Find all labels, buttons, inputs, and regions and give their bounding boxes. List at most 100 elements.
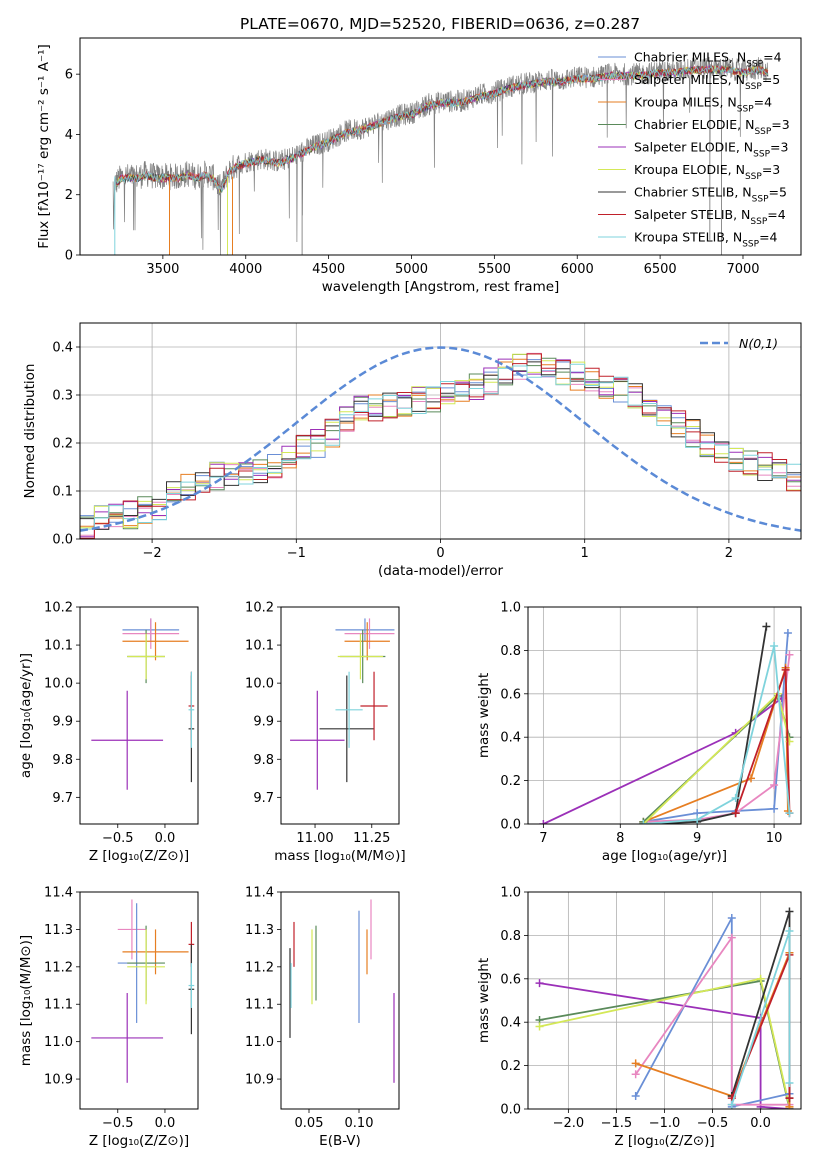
y-tick-label: 9.8 (253, 753, 274, 768)
weight-line (643, 626, 768, 824)
normal-distribution-curve (80, 346, 801, 532)
weight-marker (727, 933, 736, 942)
x-tick-label: 0.0 (750, 1116, 771, 1131)
weight-line (643, 654, 791, 823)
legend-value: =4 (763, 50, 781, 65)
x-tick-label: −1.0 (649, 1116, 681, 1131)
weight-marker (770, 804, 779, 813)
x-tick-label: −2 (143, 546, 162, 561)
x-tick-label: 5000 (395, 262, 428, 277)
y-tick-label: 11.2 (245, 960, 274, 975)
y-axis-label: mass weight (476, 673, 492, 758)
x-tick-label: 4000 (229, 262, 262, 277)
weight-marker (785, 809, 794, 818)
errorbar-area (289, 899, 395, 1083)
y-axis-label: Flux [fλ10⁻¹⁷ erg cm⁻² s⁻¹ A⁻¹] (36, 44, 52, 249)
y-tick-label: 0.8 (500, 929, 521, 944)
weight-marker (770, 780, 779, 789)
histogram-step (80, 353, 801, 529)
weight-marker (535, 1022, 544, 1031)
weight-marker (631, 1059, 640, 1068)
model-fit-line (116, 65, 769, 192)
y-tick-label: 0 (65, 249, 73, 264)
x-axis-label: Z [log₁₀(Z/Z⊙)] (89, 848, 189, 864)
weight-lines-area (539, 622, 794, 824)
y-tick-label: 0.4 (52, 341, 73, 356)
legend-entry: Kroupa STELIB, NSSP=4 (634, 230, 778, 250)
x-tick-label: 0.05 (295, 1116, 324, 1131)
legend-entry: Kroupa MILES, NSSP=4 (634, 95, 772, 115)
x-tick-label: 0.0 (155, 1116, 176, 1131)
weight-line (642, 692, 791, 824)
x-tick-label: 0.0 (155, 831, 176, 846)
weight-lines-area (535, 907, 794, 1109)
weight-marker (631, 1070, 640, 1079)
x-axis-label: (data-model)/error (378, 563, 504, 579)
legend-subscript: SSP (753, 150, 770, 160)
y-tick-label: 9.7 (253, 791, 274, 806)
y-tick-label: 10.9 (245, 1073, 274, 1088)
legend-value: =4 (759, 230, 777, 245)
x-tick-label: −2.0 (553, 1116, 585, 1131)
x-tick-label: 10 (766, 831, 783, 846)
y-tick-label: 0.3 (52, 389, 73, 404)
y-tick-label: 11.0 (44, 1035, 73, 1050)
y-tick-label: 0.4 (500, 1016, 521, 1031)
weight-marker (631, 1091, 640, 1100)
y-tick-label: 10.1 (245, 639, 274, 654)
weight-metallicity-panel: −2.0 −1.5 −1.0 −0.5 0.0 0.0 0.2 0.4 0.6 0.8 1.0 Z [… (476, 886, 802, 1149)
y-tick-label: 0.6 (500, 972, 521, 987)
axes-frame (79, 891, 199, 1110)
y-tick-label: 0.4 (500, 731, 521, 746)
legend-value: =3 (770, 140, 788, 155)
axes-frame (79, 606, 199, 825)
x-axis-label: age [log₁₀(age/yr)] (602, 848, 727, 864)
legend-entry: N(0,1) (739, 336, 778, 351)
x-tick-label: 11.25 (353, 831, 390, 846)
weight-marker (539, 820, 548, 824)
y-tick-label: 10.1 (44, 639, 73, 654)
legend-entry: Salpeter ELODIE, NSSP=3 (634, 140, 788, 160)
y-tick-label: 10.2 (245, 601, 274, 616)
y-tick-label: 11.4 (245, 886, 274, 901)
histogram-step (80, 352, 801, 536)
y-tick-label: 10.2 (44, 601, 73, 616)
panels: 3500 4000 4500 5000 5500 6000 6500 7000 0 2 4 6 wave… (18, 37, 802, 1149)
y-tick-label: 0.2 (52, 437, 73, 452)
x-tick-label: 6500 (644, 262, 677, 277)
spectrum-panel: 3500 4000 4500 5000 5500 6000 6500 7000 0 2 4 6 wave… (36, 37, 802, 295)
y-tick-label: 6 (65, 68, 73, 83)
histogram-step (80, 361, 801, 530)
y-tick-label: 10.0 (44, 677, 73, 692)
errorbar-area (91, 899, 195, 1083)
x-tick-label: −0.5 (102, 831, 134, 846)
legend-subscript: SSP (750, 217, 767, 227)
residuals-panel: −2 −1 0 1 2 0.0 0.1 0.2 0.3 0.4 (data-model)/error… (22, 322, 802, 579)
weight-marker (756, 974, 765, 983)
x-tick-label: 2 (725, 546, 733, 561)
legend-value: =5 (769, 185, 787, 200)
y-tick-label: 1.0 (500, 601, 521, 616)
y-axis-label: Normed distribution (22, 364, 38, 499)
x-tick-label: 0.10 (345, 1116, 374, 1131)
histogram-step (80, 353, 801, 539)
weight-marker (693, 815, 702, 824)
legend-subscript: SSP (742, 240, 759, 250)
x-tick-label: 3500 (146, 262, 179, 277)
weight-marker (783, 629, 792, 638)
x-tick-label: 7 (539, 831, 547, 846)
y-tick-label: 11.1 (245, 998, 274, 1013)
y-tick-label: 11.2 (44, 960, 73, 975)
x-tick-label: −1.5 (601, 1116, 633, 1131)
x-tick-label: −0.5 (102, 1116, 134, 1131)
x-tick-label: 9 (693, 831, 701, 846)
weight-marker (770, 642, 779, 651)
y-tick-label: 0.2 (500, 774, 521, 789)
histogram-step (80, 353, 801, 527)
legend-entry: Kroupa ELODIE, NSSP=3 (634, 162, 780, 182)
weight-marker (731, 809, 740, 818)
y-tick-label: 11.3 (44, 923, 73, 938)
weight-marker (785, 1078, 794, 1087)
